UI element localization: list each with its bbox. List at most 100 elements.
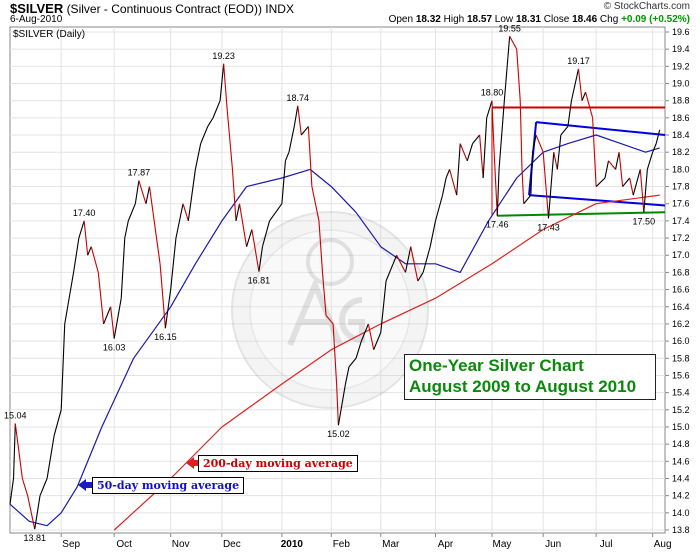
price-segment [570, 68, 580, 101]
price-segment [337, 383, 346, 426]
price-segment [567, 100, 572, 127]
price-segment [639, 169, 645, 213]
price-segment [187, 169, 196, 221]
support-line [497, 211, 666, 217]
chart-title-line1: One-Year Silver Chart [409, 356, 584, 375]
price-segment [284, 151, 290, 162]
y-tick-label: 19.2 [672, 61, 690, 71]
price-line [9, 36, 661, 530]
close-label: Close [543, 14, 570, 25]
y-tick-label: 15.8 [672, 353, 690, 363]
channel_bottom-line [528, 194, 666, 207]
price-segment [491, 100, 495, 144]
high-label: High [443, 14, 465, 25]
price-segment [12, 423, 16, 479]
price-segment [238, 203, 248, 247]
symbol-description: (Silver - Continuous Contract (EOD)) [66, 2, 262, 16]
x-tick-label: Dec [223, 539, 241, 550]
price-segment [148, 186, 154, 213]
x-tick-label: Sep [62, 539, 80, 550]
price-point-label: 17.46 [486, 220, 509, 230]
price-segment [175, 203, 184, 239]
price-point-label: 19.23 [212, 51, 235, 61]
y-tick-label: 15.0 [672, 422, 690, 432]
ma200-arrow-shaft [194, 460, 198, 466]
y-tick-label: 14.6 [672, 456, 690, 466]
price-segment [164, 289, 172, 329]
price-segment [348, 357, 357, 368]
price-segment [231, 169, 237, 221]
price-point-label: 15.02 [327, 429, 350, 439]
y-tick-label: 16.2 [672, 319, 690, 329]
price-segment [530, 152, 534, 196]
price-segment [498, 100, 505, 170]
price-segment [547, 152, 555, 219]
y-tick-label: 17.2 [672, 233, 690, 243]
price-segment [332, 323, 338, 385]
brand-label: © StockCharts.com [603, 1, 690, 12]
panel-label: $SILVER (Daily) [13, 29, 85, 40]
y-tick-label: 18.4 [672, 130, 690, 140]
chart-header: $SILVER (Silver - Continuous Contract (E… [0, 0, 700, 26]
price-segment [219, 63, 225, 101]
y-tick-label: 18.8 [672, 96, 690, 106]
price-segment [297, 105, 302, 136]
chart-title-box: One-Year Silver Chart August 2009 to Aug… [404, 354, 656, 400]
price-segment [261, 220, 271, 247]
price-segment [288, 126, 295, 153]
plot-frame [9, 26, 666, 534]
price-segment [482, 117, 488, 178]
price-segment [212, 100, 221, 119]
x-tick-label: Aug [654, 539, 672, 550]
x-tick-label: Jun [545, 539, 561, 550]
y-tick-label: 15.4 [672, 388, 690, 398]
y-tick-label: 17.0 [672, 250, 690, 260]
price-segment [127, 203, 136, 222]
price-segment [493, 143, 498, 216]
ma50-annotation: 50-day moving average [92, 477, 245, 494]
price-segment [103, 306, 112, 325]
open-label: Open [388, 14, 414, 25]
price-segment [159, 263, 166, 329]
price-segment [145, 186, 151, 204]
price-segment [27, 495, 36, 530]
annotation-arrows [78, 457, 198, 491]
price-segment [615, 152, 620, 170]
price-segment [235, 203, 241, 222]
price-segment [646, 152, 654, 170]
price-segment [90, 246, 99, 273]
ohlc-readout: Open 18.32 High 18.57 Low 18.31 Close 18… [389, 14, 690, 25]
price-segment [281, 160, 286, 204]
price-segment [479, 134, 484, 179]
price-segment [34, 495, 41, 530]
price-point-label: 16.81 [248, 276, 271, 286]
price-segment [207, 117, 214, 127]
price-segment [434, 194, 444, 222]
price-segment [307, 126, 313, 187]
price-segment [182, 203, 189, 222]
price-segment [318, 220, 324, 273]
y-tick-label: 14.8 [672, 439, 690, 449]
y-tick-label: 15.2 [672, 405, 690, 415]
price-segment [325, 314, 334, 325]
y-tick-label: 19.0 [672, 79, 690, 89]
y-tick-label: 14.4 [672, 473, 690, 483]
price-segment [608, 160, 616, 170]
low-value: 18.31 [515, 14, 541, 25]
price-segment [417, 272, 424, 282]
price-segment [380, 280, 387, 333]
chart-date: 6-Aug-2010 [10, 14, 63, 25]
price-segment [521, 169, 525, 204]
y-tick-label: 14.0 [672, 508, 690, 518]
price-segment [643, 169, 648, 213]
x-tick-label: Jul [600, 539, 613, 550]
open-value: 18.32 [415, 14, 441, 25]
x-tick-label: 2010 [281, 539, 304, 550]
price-segment [585, 91, 594, 119]
price-point-label: 17.50 [633, 216, 656, 226]
price-segment [14, 423, 23, 479]
symbol: $SILVER [10, 1, 64, 16]
y-tick-label: 15.6 [672, 370, 690, 380]
price-point-label: 19.17 [567, 56, 590, 66]
